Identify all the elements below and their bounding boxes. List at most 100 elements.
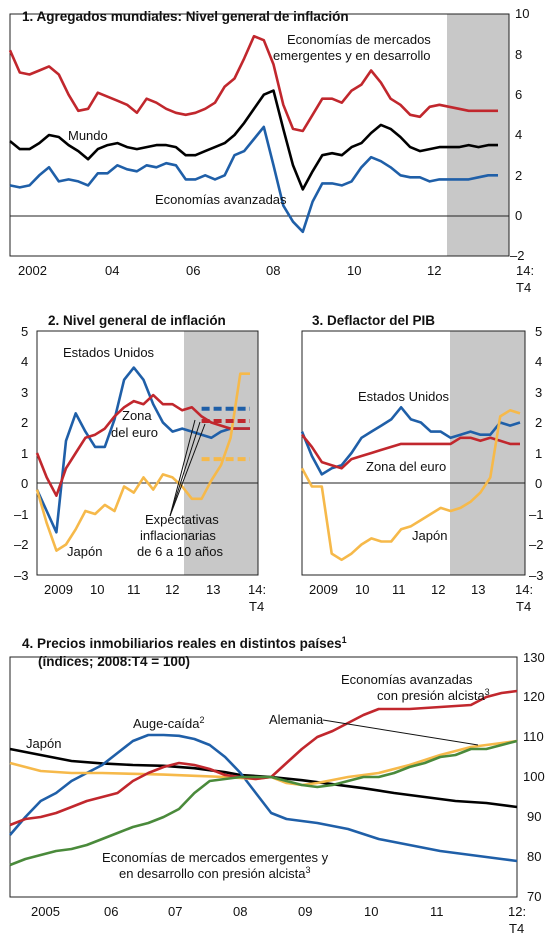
panel-3-frame <box>301 330 526 576</box>
p1-series-line-0 <box>8 34 498 133</box>
panel-1-frame <box>9 13 510 257</box>
panel-3-xtick: 12 <box>431 582 445 597</box>
panel-4-x-ticks: 2005 06 07 08 09 10 11 12: T4 <box>31 904 526 936</box>
panel-1-label-emerging: Economías de mercados <box>287 32 431 47</box>
panel-1-label-world: Mundo <box>68 128 108 143</box>
panel-4-ytick: 90 <box>527 809 541 824</box>
panel-3-xtick: 2009 <box>309 582 338 597</box>
panel-4-ytick: 80 <box>527 849 541 864</box>
panel-4-ytick: 120 <box>523 689 545 704</box>
panel-4-xtick: 10 <box>364 904 378 919</box>
panel-3-ytick: 3 <box>535 385 542 400</box>
panel-4-ytick: 110 <box>523 729 544 744</box>
panel-2-ytick: –2 <box>14 537 28 552</box>
p2-series-line-2 <box>35 372 250 552</box>
p2-series-line-0 <box>35 366 250 534</box>
p3-series-line-2 <box>300 409 521 562</box>
panel-3-xtick: T4 <box>516 599 531 614</box>
panel-4-label-germany: Alemania <box>269 712 324 727</box>
panel-4-y-ticks: 130 120 110 100 90 80 70 <box>523 650 545 904</box>
panel-2-xtick: 2009 <box>44 582 73 597</box>
panel-3-xtick: 11 <box>392 582 406 597</box>
panel-2-xtick: 12 <box>165 582 179 597</box>
panel-4-label-boom-bust: Auge-caída2 <box>133 715 205 731</box>
panel-2-label-japan: Japón <box>67 544 102 559</box>
panel-2-title: 2. Nivel general de inflación <box>48 313 226 328</box>
panel-2-expectations-pointer <box>169 419 206 517</box>
panel-3-ytick: 1 <box>535 446 542 461</box>
panel-4-label-advanced-upward: Economías avanzadas <box>341 672 473 687</box>
panel-2-ytick: –3 <box>14 568 28 583</box>
panel-2-ytick: 4 <box>21 354 28 369</box>
panel-2-xtick: 13 <box>206 582 220 597</box>
panel-3-label-euro: Zona del euro <box>366 459 446 474</box>
panel-1: 1. Agregados mundiales: Nivel general de… <box>8 6 534 295</box>
panel-3-x-ticks: 2009 10 11 12 13 14: T4 <box>309 582 533 614</box>
panel-3-annotations: Estados Unidos Zona del euro Japón <box>358 389 450 543</box>
p3-series-line-1 <box>300 433 520 470</box>
panel-2-xtick: 10 <box>90 582 104 597</box>
panel-4-xtick: 08 <box>233 904 247 919</box>
panel-3-ytick: 2 <box>535 415 542 430</box>
panel-3-label-japan: Japón <box>412 528 447 543</box>
panel-4-ytick: 100 <box>523 769 545 784</box>
panel-2-label-euro: del euro <box>111 425 158 440</box>
panel-2: 2. Nivel general de inflación 5 4 3 2 1 … <box>14 313 266 614</box>
panel-4-xtick: 2005 <box>31 904 60 919</box>
panel-1-ytick: 10 <box>515 6 529 21</box>
panel-4-xtick: 11 <box>430 904 444 919</box>
panel-3-ytick: –3 <box>529 568 543 583</box>
panel-2-y-ticks: 5 4 3 2 1 0 –1 –2 –3 <box>14 324 28 583</box>
p1-series-line-1 <box>9 89 498 191</box>
panel-4-ytick: 130 <box>523 650 545 665</box>
panel-3: 3. Deflactor del PIB 5 4 3 2 1 0 –1 –2 –… <box>300 313 543 614</box>
p4-series-line-4 <box>9 739 518 867</box>
panel-1-ytick: 0 <box>515 208 522 223</box>
panel-4-ytick: 70 <box>527 889 541 904</box>
panel-1-xtick: T4 <box>516 280 531 295</box>
panel-4-xtick: 07 <box>168 904 182 919</box>
panel-3-ytick: 4 <box>535 354 542 369</box>
panel-4-series <box>9 689 518 867</box>
panel-4-xtick: T4 <box>509 921 524 936</box>
panel-2-ytick: 3 <box>21 385 28 400</box>
panel-1-forecast-shading <box>447 14 509 256</box>
panel-4-annotations: Japón Auge-caída2 Alemania Economías ava… <box>26 672 490 881</box>
panel-2-xtick: T4 <box>249 599 264 614</box>
panel-3-forecast-shading <box>450 331 525 575</box>
panel-4-germany-pointer <box>322 719 479 746</box>
panel-1-xtick: 04 <box>105 263 119 278</box>
panel-3-title: 3. Deflactor del PIB <box>312 313 435 328</box>
panel-1-ytick: 2 <box>515 168 522 183</box>
panel-3-ytick: –2 <box>529 537 543 552</box>
panel-1-xtick: 06 <box>186 263 200 278</box>
panel-1-xtick: 10 <box>347 263 361 278</box>
panel-1-ytick: 8 <box>515 47 522 62</box>
panel-1-series <box>8 34 498 234</box>
panel-1-x-ticks: 2002 04 06 08 10 12 14: T4 <box>18 263 534 295</box>
panel-1-xtick: 08 <box>266 263 280 278</box>
panel-3-label-us: Estados Unidos <box>358 389 450 404</box>
panel-2-xtick: 11 <box>127 582 141 597</box>
panel-4-title: 4. Precios inmobiliarios reales en disti… <box>22 635 347 651</box>
panel-1-xtick: 14: <box>516 263 534 278</box>
panel-3-series <box>300 406 521 562</box>
panel-1-ytick: –2 <box>510 248 524 263</box>
panel-1-xtick: 2002 <box>18 263 47 278</box>
panel-4-label-japan: Japón <box>26 736 61 751</box>
panel-1-y-ticks: 10 8 6 4 2 0 –2 <box>510 6 529 263</box>
panel-4-label-emerging-upward: en desarrollo con presión alcista3 <box>119 865 310 881</box>
panel-2-annotations: Estados Unidos Zona del euro Japón Expec… <box>63 345 224 559</box>
panel-2-series <box>35 366 250 552</box>
panel-2-ytick: 2 <box>21 415 28 430</box>
p2-series-line-1 <box>35 393 250 497</box>
panel-3-ytick: 0 <box>535 476 542 491</box>
panel-4-xtick: 12: <box>508 904 526 919</box>
p4-series-line-1 <box>9 733 518 863</box>
panel-3-xtick: 14: <box>515 582 533 597</box>
p1-series-line-2 <box>9 125 498 234</box>
panel-1-title: 1. Agregados mundiales: Nivel general de… <box>22 9 349 24</box>
panel-2-label-expectations: inflacionarias <box>140 528 216 543</box>
panel-1-label-advanced: Economías avanzadas <box>155 192 287 207</box>
